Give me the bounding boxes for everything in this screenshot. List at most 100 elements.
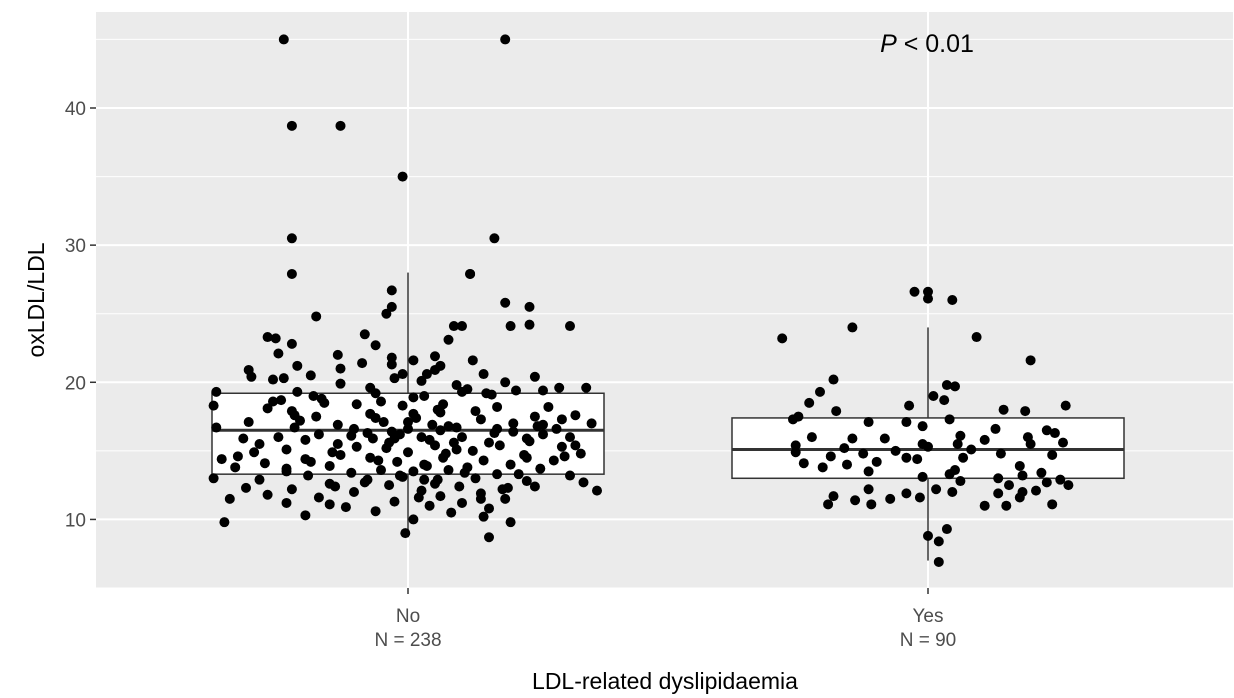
data-point <box>979 500 990 511</box>
data-point <box>1063 480 1074 491</box>
data-point <box>451 380 462 391</box>
data-point <box>952 439 963 449</box>
data-point <box>457 432 467 443</box>
data-point <box>559 451 570 462</box>
data-point <box>443 465 454 476</box>
data-point <box>1041 425 1052 436</box>
data-point <box>300 434 311 445</box>
data-point <box>373 455 384 466</box>
data-point <box>995 448 1006 459</box>
x-axis-title: LDL-related dyslipidaemia <box>532 668 798 694</box>
data-point <box>521 433 532 444</box>
data-point <box>465 268 476 279</box>
data-point <box>440 448 451 459</box>
data-point <box>421 460 432 471</box>
y-axis-title: oxLDL/LDL <box>23 242 49 357</box>
data-point <box>1036 467 1047 478</box>
data-point <box>349 487 359 497</box>
data-point <box>254 474 265 485</box>
data-point <box>497 484 508 495</box>
data-point <box>788 414 798 425</box>
data-point <box>500 377 511 388</box>
data-point <box>901 488 912 499</box>
data-point <box>454 481 465 492</box>
data-point <box>828 491 839 502</box>
data-point <box>1025 439 1036 449</box>
data-point <box>928 391 939 401</box>
data-point <box>286 268 297 279</box>
data-point <box>475 414 486 425</box>
data-point <box>392 456 403 467</box>
data-point <box>403 423 413 434</box>
data-point <box>551 423 562 434</box>
data-point <box>1055 474 1066 485</box>
x-tick-count-label: N = 90 <box>900 630 957 651</box>
data-point <box>451 444 462 455</box>
data-point <box>432 404 443 415</box>
data-point <box>424 500 435 511</box>
data-point <box>370 506 381 517</box>
data-point <box>581 382 592 393</box>
data-point <box>565 432 575 443</box>
data-point <box>565 470 575 481</box>
data-point <box>556 414 567 425</box>
data-point <box>416 432 427 443</box>
data-point <box>403 417 413 428</box>
data-point <box>958 452 969 463</box>
data-point <box>492 423 503 434</box>
data-point <box>389 373 400 384</box>
data-point <box>278 34 289 45</box>
data-point <box>365 408 376 419</box>
data-point <box>950 381 960 392</box>
data-point <box>367 433 378 444</box>
data-point <box>259 458 270 469</box>
data-point <box>529 371 540 382</box>
data-point <box>478 369 489 380</box>
data-point <box>904 400 915 411</box>
data-point <box>370 340 381 351</box>
data-point <box>419 391 430 401</box>
data-point <box>494 440 505 451</box>
data-point <box>858 448 869 459</box>
data-point <box>389 496 400 507</box>
data-point <box>505 459 516 470</box>
data-point <box>340 502 351 513</box>
data-point <box>885 493 896 504</box>
data-point <box>578 477 589 488</box>
data-point <box>273 432 284 443</box>
data-point <box>408 514 419 525</box>
data-point <box>397 171 408 182</box>
data-point <box>400 528 411 539</box>
data-point <box>492 469 503 480</box>
data-point <box>917 471 928 482</box>
data-point <box>505 321 516 332</box>
data-point <box>330 481 341 492</box>
data-point <box>914 492 925 503</box>
data-point <box>923 286 933 297</box>
data-point <box>470 406 481 417</box>
data-point <box>817 462 828 473</box>
data-point <box>278 373 289 384</box>
data-point <box>565 321 575 332</box>
data-point <box>890 445 901 456</box>
panel-background <box>96 12 1233 588</box>
data-point <box>408 466 419 477</box>
data-point <box>308 391 319 401</box>
data-point <box>208 473 219 484</box>
data-point <box>281 463 292 474</box>
data-point <box>1001 500 1012 511</box>
data-point <box>941 380 952 391</box>
data-point <box>828 374 839 385</box>
data-point <box>286 484 297 495</box>
data-point <box>944 469 955 480</box>
data-point <box>923 293 933 304</box>
data-point <box>386 352 397 363</box>
x-tick-label: Yes <box>913 606 944 627</box>
data-point <box>411 412 422 423</box>
data-point <box>211 422 222 433</box>
data-point <box>529 411 540 422</box>
data-point <box>446 507 457 518</box>
data-point <box>286 120 297 131</box>
data-point <box>1058 437 1068 448</box>
data-point <box>384 480 395 491</box>
